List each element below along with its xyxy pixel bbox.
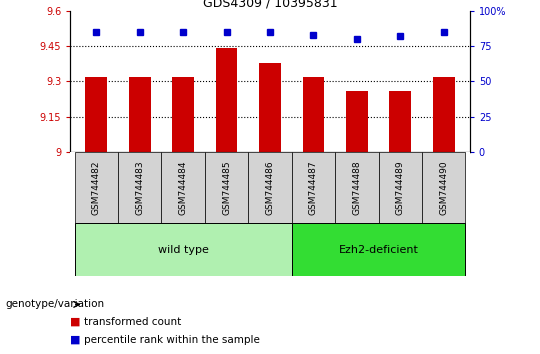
Bar (129, 77, 151, 152)
Text: transformed count: transformed count (84, 317, 181, 327)
Text: GSM744485: GSM744485 (222, 160, 231, 215)
Text: GSM744486: GSM744486 (266, 160, 274, 215)
Bar (433, 77, 455, 152)
Bar (259, 63, 281, 152)
Text: GSM744484: GSM744484 (179, 160, 187, 215)
Bar (75, 223, 292, 276)
Text: GSM744488: GSM744488 (353, 160, 361, 215)
Text: GSM744483: GSM744483 (135, 160, 144, 215)
Bar (335, 152, 379, 223)
Title: GDS4309 / 10395831: GDS4309 / 10395831 (202, 0, 338, 10)
Text: GSM744487: GSM744487 (309, 160, 318, 215)
Text: GSM744482: GSM744482 (92, 160, 101, 215)
Bar (161, 152, 205, 223)
Bar (422, 152, 465, 223)
Text: percentile rank within the sample: percentile rank within the sample (84, 335, 260, 345)
Bar (205, 152, 248, 223)
Text: ■: ■ (70, 335, 80, 345)
Bar (85, 77, 107, 152)
Text: wild type: wild type (158, 245, 208, 255)
Bar (302, 77, 325, 152)
Bar (75, 152, 118, 223)
Bar (118, 152, 161, 223)
Bar (248, 152, 292, 223)
Bar (215, 48, 238, 152)
Bar (172, 77, 194, 152)
Bar (389, 91, 411, 152)
Text: ■: ■ (70, 317, 80, 327)
Text: GSM744490: GSM744490 (439, 160, 448, 215)
Text: GSM744489: GSM744489 (396, 160, 405, 215)
Text: genotype/variation: genotype/variation (5, 299, 105, 309)
Text: Ezh2-deficient: Ezh2-deficient (339, 245, 418, 255)
Bar (292, 223, 465, 276)
Bar (292, 152, 335, 223)
Bar (379, 152, 422, 223)
Bar (346, 91, 368, 152)
